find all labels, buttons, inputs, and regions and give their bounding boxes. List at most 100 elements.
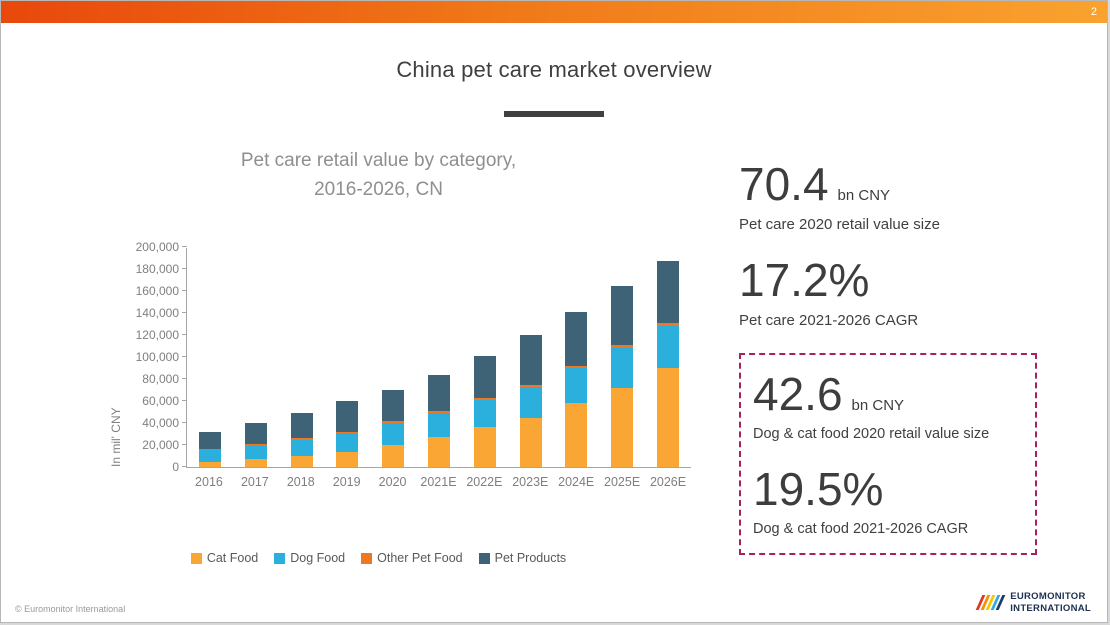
stacked-bar xyxy=(198,431,221,467)
legend-item: Other Pet Food xyxy=(361,551,463,565)
bar-segment xyxy=(198,461,221,467)
chart-title: Pet care retail value by category, 2016-… xyxy=(126,147,631,204)
stat-label: Dog & cat food 2021-2026 CAGR xyxy=(753,521,969,537)
stat-number: 17.2% xyxy=(739,254,870,306)
y-axis-tick-mark xyxy=(182,378,187,379)
bar-2019 xyxy=(324,248,370,467)
bar-segment xyxy=(244,444,267,446)
bar-2026E xyxy=(645,248,691,467)
logo-stripes-icon xyxy=(975,595,1006,611)
bar-segment xyxy=(336,431,359,433)
euromonitor-logo: EUROMONITOR INTERNATIONAL xyxy=(975,591,1091,614)
bar-segment xyxy=(519,386,542,418)
bar-segment xyxy=(244,423,267,445)
plot-area: In mil' CNY 0 20,000 40,000 60,000 80,000 100… xyxy=(109,240,691,474)
legend-swatch-icon xyxy=(190,552,202,564)
legend-label: Other Pet Food xyxy=(377,551,463,565)
chart-title-line1: Pet care retail value by category, xyxy=(240,150,517,171)
bar-segment xyxy=(336,401,359,432)
y-axis-tick-mark xyxy=(182,312,187,313)
x-axis-tick-label: 2019 xyxy=(332,475,361,489)
bar-segment xyxy=(473,427,496,467)
stat-petcare-value-row: 70.4 bn CNY xyxy=(739,161,1037,207)
stat-label: Pet care 2021-2026 CAGR xyxy=(739,312,919,329)
x-axis-tick-label: 2025E xyxy=(604,475,641,489)
stat-dogcat-cagr-row: 19.5% xyxy=(753,466,1023,512)
slide-title: China pet care market overview xyxy=(396,57,712,82)
y-axis-tick-label: 140,000 xyxy=(135,306,179,320)
y-axis-tick-mark xyxy=(182,466,187,467)
stats-section: 70.4 bn CNY Pet care 2020 retail value s… xyxy=(691,117,1107,565)
bar-segment xyxy=(611,387,634,467)
bar-segment xyxy=(427,374,450,412)
bar-segment xyxy=(565,311,588,366)
bar-segment xyxy=(427,437,450,467)
bar-2018 xyxy=(279,248,325,467)
y-axis-tick-mark xyxy=(182,290,187,291)
bar-segment xyxy=(657,326,680,368)
legend-label: Dog Food xyxy=(290,551,346,565)
y-axis-tick-label: 80,000 xyxy=(142,372,179,386)
bar-segment xyxy=(382,423,405,445)
bar-segment xyxy=(565,368,588,404)
bar-2016 xyxy=(187,248,233,467)
chart-section: Pet care retail value by category, 2016-… xyxy=(1,117,691,565)
y-axis-tick-mark xyxy=(182,356,187,357)
x-axis-tick-label: 2017 xyxy=(240,475,269,489)
title-underline xyxy=(504,111,604,117)
bar-segment xyxy=(565,403,588,467)
page-number: 2 xyxy=(1090,6,1097,18)
bar-segment xyxy=(382,389,405,422)
bar-segment xyxy=(611,285,634,346)
stat-label: Pet care 2020 retail value size xyxy=(739,216,940,233)
stat-number: 19.5% xyxy=(753,463,884,515)
bar-2025E xyxy=(599,248,645,467)
bar-segment xyxy=(519,384,542,387)
bar-segment xyxy=(382,421,405,423)
stacked-bar xyxy=(473,355,496,467)
x-axis-tick-label: 2020 xyxy=(378,475,407,489)
bar-segment xyxy=(473,399,496,428)
stacked-bar xyxy=(382,389,405,467)
y-axis-tick-label: 120,000 xyxy=(135,328,179,342)
bar-segment xyxy=(611,348,634,388)
stat-number: 42.6 xyxy=(753,368,843,420)
stacked-bar xyxy=(336,401,359,467)
x-axis-tick-label: 2022E xyxy=(466,475,503,489)
stat-label: Dog & cat food 2020 retail value size xyxy=(753,426,990,442)
y-axis-tick-label: 160,000 xyxy=(135,284,179,298)
stacked-bar xyxy=(290,413,313,467)
stacked-bar xyxy=(519,335,542,467)
y-axis-tick-mark xyxy=(182,334,187,335)
y-axis-tick-label: 180,000 xyxy=(135,262,179,276)
stat-unit: bn CNY xyxy=(837,187,891,204)
bar-2023E xyxy=(508,248,554,467)
bar-segment xyxy=(382,445,405,467)
y-axis-tick-mark xyxy=(182,422,187,423)
stacked-bar xyxy=(427,374,450,467)
stat-dogcat-value-row: 42.6 bn CNY xyxy=(753,371,1023,417)
y-axis-tick-label: 40,000 xyxy=(142,416,179,430)
x-axis-tick-label: 2021E xyxy=(420,475,457,489)
chart-legend: Cat Food Dog Food Other Pet Food Pet Produc… xyxy=(126,551,631,565)
legend-item: Cat Food xyxy=(190,551,258,565)
stat-dogcat-cagr: 19.5% Dog & cat food 2021-2026 CAGR xyxy=(753,466,1023,537)
bar-2021E xyxy=(416,248,462,467)
stat-petcare-cagr: 17.2% Pet care 2021-2026 CAGR xyxy=(739,257,1037,329)
y-axis-tick-mark xyxy=(182,444,187,445)
bars-container xyxy=(187,248,691,467)
chart-title-line2: 2016-2026, CN xyxy=(314,178,443,200)
y-axis-tick-label: 60,000 xyxy=(142,394,179,408)
y-axis-tick-mark xyxy=(182,268,187,269)
stacked-bar xyxy=(611,285,634,467)
bar-2020 xyxy=(370,248,416,467)
bar-segment xyxy=(290,438,313,440)
bar-segment xyxy=(519,417,542,467)
y-axis-tick-mark xyxy=(182,400,187,401)
legend-swatch-icon xyxy=(274,552,286,564)
bar-segment xyxy=(519,335,542,385)
logo-text-line1: EUROMONITOR xyxy=(1010,591,1086,603)
legend-swatch-icon xyxy=(478,552,490,564)
stat-number: 70.4 xyxy=(739,158,829,210)
